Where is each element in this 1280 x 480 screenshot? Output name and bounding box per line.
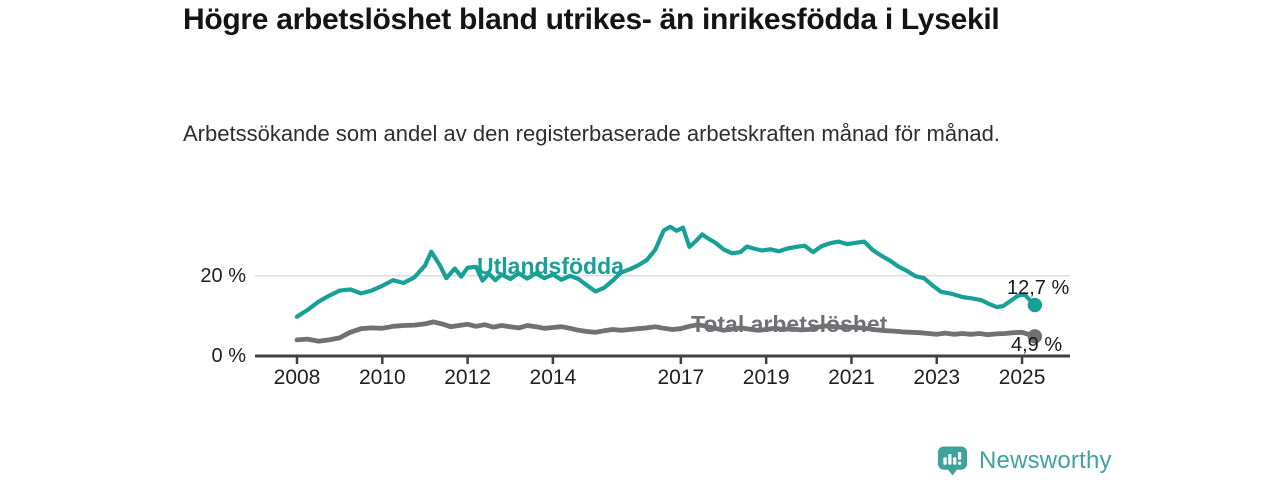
newsworthy-logo-text: Newsworthy (979, 447, 1112, 474)
series-label-utlandsfodda: Utlandsfödda (477, 253, 624, 279)
y-axis-tick-label-20: 20 % (200, 265, 246, 287)
x-axis-tick-label-2012: 2012 (444, 366, 491, 389)
value-label-utlandsfodda: 12,7 % (1007, 277, 1070, 299)
x-axis-tick-label-2008: 2008 (273, 366, 321, 389)
series-line-utlandsfodda (294, 224, 1037, 319)
series-line-total-arbetsloshet (294, 319, 1038, 344)
x-axis-tick-label-2025: 2025 (998, 366, 1046, 389)
series-label-total-arbetsloshet: Total arbetslöshet (691, 311, 888, 337)
newsworthy-logo-icon (937, 446, 968, 476)
y-axis-tick-label-0: 0 % (211, 345, 246, 367)
x-axis-tick-label-2017: 2017 (657, 366, 705, 389)
chart-subtitle: Arbetssökande som andel av den registerb… (183, 121, 1000, 146)
value-label-total-arbetsloshet: 4,9 % (1011, 334, 1063, 356)
series-end-dot-total-arbetsloshet (1027, 329, 1043, 344)
x-axis-tick-label-2014: 2014 (529, 366, 577, 389)
newsworthy-logo: Newsworthy (936, 444, 1112, 478)
chart-title: Högre arbetslöshet bland utrikes- än inr… (183, 3, 1000, 36)
x-axis-tick-label-2023: 2023 (913, 366, 961, 389)
x-axis-tick-label-2010: 2010 (358, 366, 406, 389)
x-axis-tick-label-2021: 2021 (828, 366, 875, 389)
series-end-dot-utlandsfodda (1027, 297, 1043, 313)
x-axis-tick-label-2019: 2019 (742, 366, 790, 389)
